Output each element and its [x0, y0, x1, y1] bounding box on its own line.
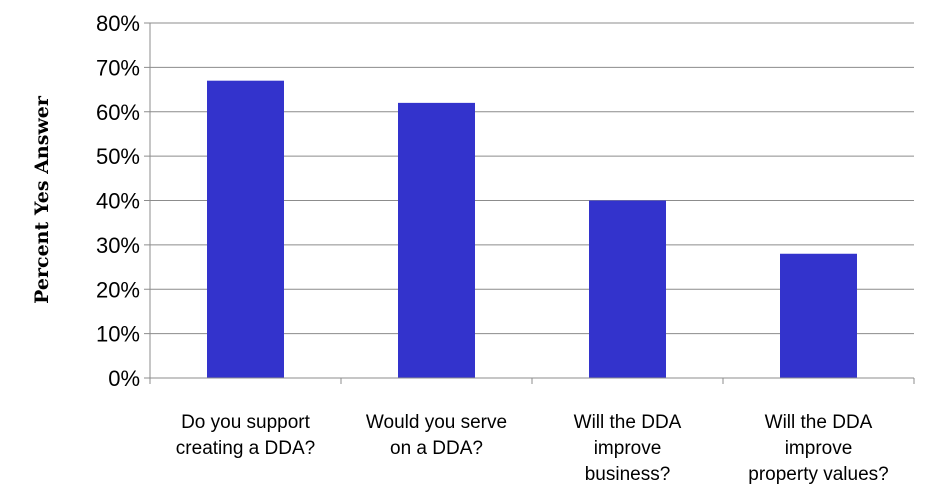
- y-tick-label: 50%: [96, 144, 140, 169]
- y-tick-label: 20%: [96, 277, 140, 302]
- y-tick-label: 30%: [96, 233, 140, 258]
- bar: [207, 80, 284, 378]
- y-tick-label: 10%: [96, 322, 140, 347]
- bar: [589, 200, 666, 378]
- y-tick-label: 0%: [108, 366, 140, 391]
- x-category-label: Do you support creating a DDA?: [176, 412, 315, 459]
- bar: [398, 102, 475, 378]
- y-tick-label: 70%: [96, 55, 140, 80]
- y-axis-title: Percent Yes Answer: [31, 95, 53, 304]
- y-tick-label: 60%: [96, 100, 140, 125]
- y-tick-labels: 0% 10% 20% 30% 40% 50% 60% 70% 80%: [96, 11, 140, 391]
- y-tick-label: 40%: [96, 189, 140, 214]
- bar-series: [207, 80, 857, 378]
- x-category-label: Will the DDA improve business?: [574, 412, 682, 485]
- x-category-labels: Do you support creating a DDA? Would you s…: [176, 412, 889, 485]
- axes: [144, 22, 915, 384]
- y-tick-label: 80%: [96, 11, 140, 36]
- x-category-label: Will the DDA improve property values?: [748, 412, 888, 485]
- bar: [780, 253, 857, 378]
- x-category-label: Would you serve on a DDA?: [366, 412, 507, 459]
